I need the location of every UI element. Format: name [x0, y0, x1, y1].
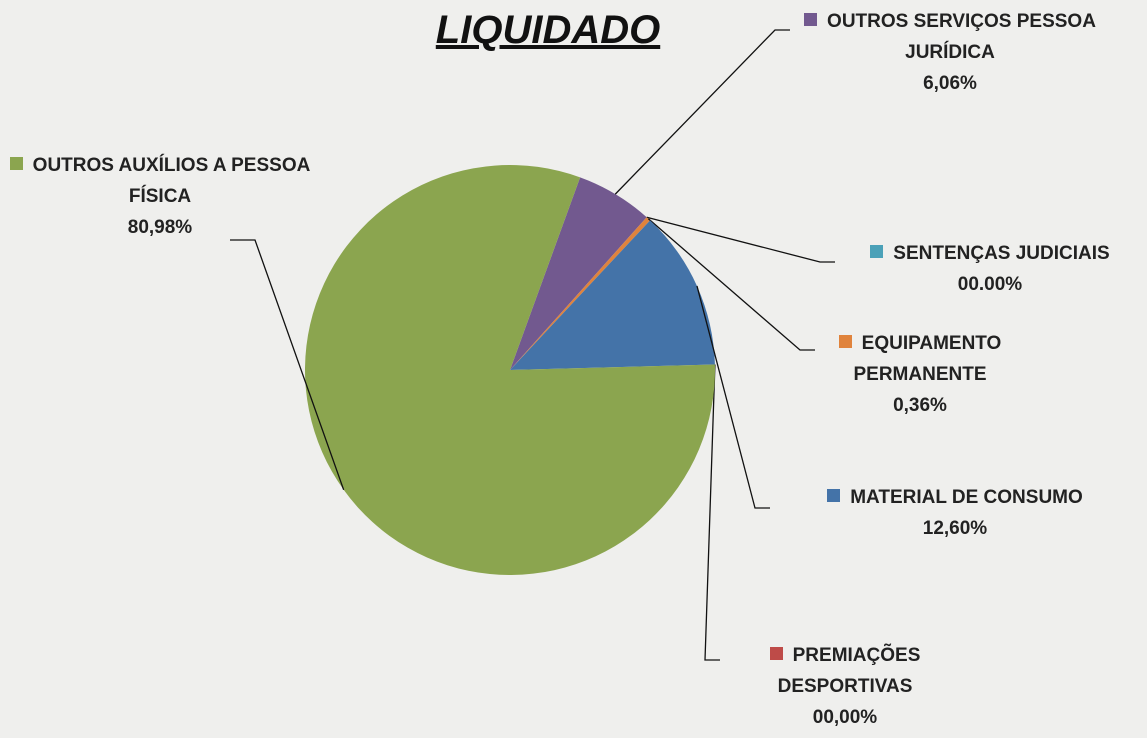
legend-swatch [10, 157, 23, 170]
data-label: OUTROS AUXÍLIOS A PESSOA FÍSICA 80,98% [0, 150, 320, 243]
label-name: MATERIAL DE CONSUMO [760, 482, 1147, 513]
value-label: 12,60% [760, 513, 1147, 544]
category-label: PREMIAÇÕES DESPORTIVAS [778, 645, 921, 697]
label-name: OUTROS AUXÍLIOS A PESSOA FÍSICA [0, 150, 320, 212]
data-label: OUTROS SERVIÇOS PESSOA JURÍDICA 6,06% [790, 6, 1110, 99]
category-label: EQUIPAMENTO PERMANENTE [853, 333, 1001, 385]
category-label: MATERIAL DE CONSUMO [850, 487, 1083, 508]
legend-swatch [839, 335, 852, 348]
label-name: PREMIAÇÕES DESPORTIVAS [715, 640, 975, 702]
value-label: 6,06% [790, 68, 1110, 99]
label-name: EQUIPAMENTO PERMANENTE [790, 328, 1050, 390]
legend-swatch [827, 489, 840, 502]
value-label: 80,98% [0, 212, 320, 243]
leader-line [615, 30, 790, 194]
category-label: OUTROS AUXÍLIOS A PESSOA FÍSICA [33, 155, 311, 207]
legend-swatch [870, 245, 883, 258]
value-label: 00.00% [835, 269, 1145, 300]
value-label: 0,36% [790, 390, 1050, 421]
legend-swatch [770, 647, 783, 660]
value-label: 00,00% [715, 702, 975, 733]
data-label: MATERIAL DE CONSUMO 12,60% [760, 482, 1147, 544]
category-label: SENTENÇAS JUDICIAIS [893, 243, 1109, 264]
chart: LIQUIDADO OUTROS SERVIÇOS PESSOA JURÍDIC… [0, 0, 1147, 738]
data-label: EQUIPAMENTO PERMANENTE 0,36% [790, 328, 1050, 421]
data-label: SENTENÇAS JUDICIAIS 00.00% [835, 238, 1145, 300]
legend-swatch [804, 13, 817, 26]
label-name: SENTENÇAS JUDICIAIS [835, 238, 1145, 269]
category-label: OUTROS SERVIÇOS PESSOA JURÍDICA [827, 11, 1096, 63]
data-label: PREMIAÇÕES DESPORTIVAS 00,00% [715, 640, 975, 733]
label-name: OUTROS SERVIÇOS PESSOA JURÍDICA [790, 6, 1110, 68]
